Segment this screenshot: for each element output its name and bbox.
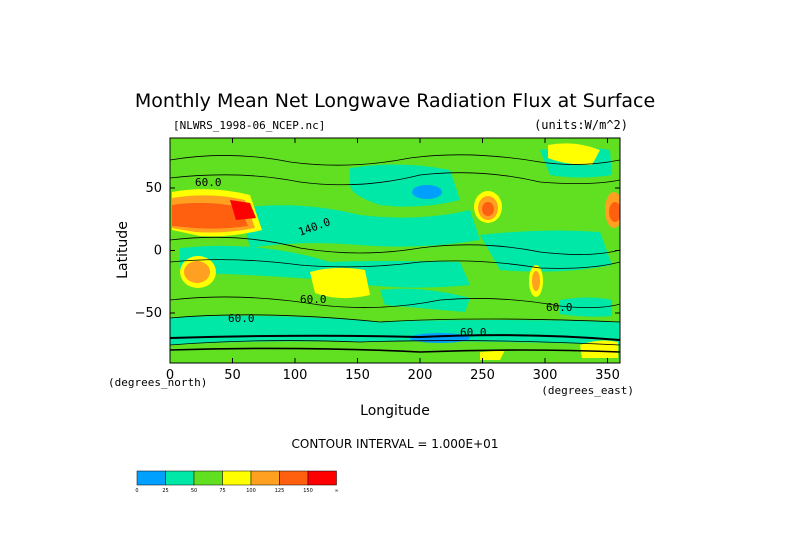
x-unit-label: (degrees_east) bbox=[541, 384, 634, 397]
y-tick-label: −50 bbox=[135, 306, 162, 321]
colorbar-swatch bbox=[250, 470, 280, 486]
contour-label: 60.0 bbox=[228, 312, 255, 325]
contour-lines bbox=[170, 154, 620, 353]
colorbar-label: 25 bbox=[162, 488, 168, 494]
colorbar-swatch bbox=[165, 470, 195, 486]
chart-title: Monthly Mean Net Longwave Radiation Flux… bbox=[135, 90, 655, 112]
colorbar-label: 75 bbox=[219, 488, 225, 494]
colorbar: 0 25 50 75 100 125 150 ∞ bbox=[135, 470, 339, 494]
x-tick-label: 100 bbox=[283, 368, 308, 383]
heatmap-plot-area: 60.0 140.0 60.0 60.0 60.0 60.0 bbox=[170, 138, 620, 363]
contour-label: 60.0 bbox=[460, 326, 487, 339]
x-tick-label: 50 bbox=[224, 368, 241, 383]
colorbar-label: 0 bbox=[135, 488, 138, 494]
colorbar-swatch bbox=[193, 470, 223, 486]
y-unit-label: (degrees_north) bbox=[108, 376, 207, 389]
y-axis-title: Latitude bbox=[115, 221, 131, 279]
high-regions bbox=[172, 143, 620, 360]
contour-label: 60.0 bbox=[195, 176, 222, 189]
colorbar-label: 100 bbox=[246, 488, 256, 494]
colorbar-label: 150 bbox=[303, 488, 313, 494]
colorbar-label: 50 bbox=[191, 488, 197, 494]
x-tick-label: 300 bbox=[533, 368, 558, 383]
x-tick-label: 250 bbox=[470, 368, 495, 383]
low-region-core bbox=[412, 185, 442, 199]
x-tick-label: 150 bbox=[345, 368, 370, 383]
colorbar-swatch bbox=[222, 470, 252, 486]
colorbar-label: 125 bbox=[275, 488, 285, 494]
contour-label: 60.0 bbox=[300, 293, 327, 306]
y-axis: −50 0 50 bbox=[135, 181, 620, 321]
y-tick-label: 0 bbox=[154, 244, 162, 259]
y-tick-label: 50 bbox=[145, 181, 162, 196]
contour-interval-note: CONTOUR INTERVAL = 1.000E+01 bbox=[292, 437, 499, 451]
units-label: (units:W/m^2) bbox=[534, 118, 628, 132]
x-axis-title: Longitude bbox=[360, 403, 430, 419]
x-tick-label: 0 bbox=[166, 368, 174, 383]
dataset-label: [NLWRS_1998-06_NCEP.nc] bbox=[173, 119, 325, 132]
colorbar-swatch bbox=[307, 470, 337, 486]
x-tick-label: 350 bbox=[595, 368, 620, 383]
x-axis: 0 50 100 150 200 250 300 350 bbox=[166, 138, 620, 383]
contour-label: 60.0 bbox=[546, 301, 573, 314]
colorbar-swatch bbox=[279, 470, 309, 486]
colorbar-label: ∞ bbox=[334, 488, 338, 494]
colorbar-swatch bbox=[136, 470, 166, 486]
x-tick-label: 200 bbox=[408, 368, 433, 383]
